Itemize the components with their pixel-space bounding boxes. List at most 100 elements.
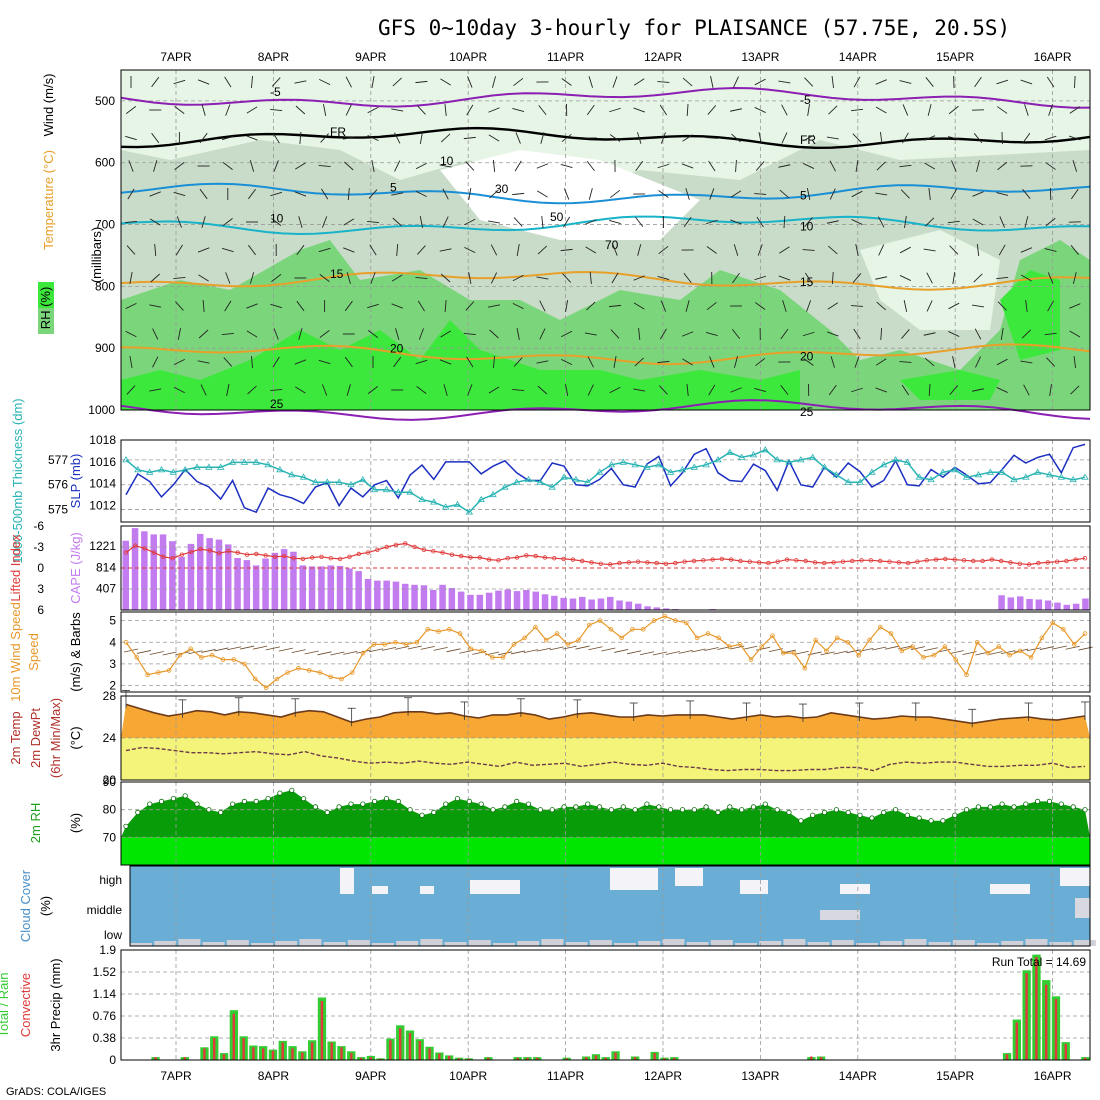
wind-barb [346, 272, 351, 284]
wind-barb [928, 383, 931, 397]
cape-bar [551, 595, 558, 610]
wind-barb [295, 162, 306, 170]
wind-barb [126, 245, 136, 255]
wind-barb [125, 106, 137, 114]
wind-barb [490, 272, 498, 284]
wind-barb [754, 107, 766, 113]
wind-barb [659, 104, 668, 116]
rh2m-point [904, 812, 911, 818]
wind-barb [875, 276, 888, 280]
wind-barb [294, 80, 307, 84]
thickness-point [726, 448, 734, 455]
wind-barb [539, 300, 546, 312]
wind-barb [415, 359, 428, 365]
rh2m-point [478, 801, 484, 807]
wind-speed-point [339, 676, 344, 682]
wind-barb [320, 133, 329, 143]
cloud-gap [1075, 898, 1090, 918]
precip-convective-bar [673, 1057, 676, 1060]
wind-barb [652, 651, 667, 656]
wind-barb [565, 384, 569, 396]
wind-speed-point [457, 631, 463, 636]
wind-barb [952, 272, 956, 284]
wind-barb [1072, 272, 1077, 284]
cape-bar [327, 565, 334, 610]
wind-barb [225, 272, 231, 284]
wind-barb [467, 76, 473, 88]
low-cloud-gap [251, 943, 273, 946]
lifted-index-point [123, 550, 129, 555]
lifted-index-point [486, 557, 492, 562]
wind-barb [804, 217, 813, 227]
wind-barb [754, 275, 767, 281]
wind-barb [1024, 216, 1029, 228]
wind-barb [317, 651, 332, 656]
wind-barb [343, 651, 358, 655]
wind-barb [853, 76, 861, 88]
wind-barb [976, 160, 980, 172]
wind-barb [996, 387, 1008, 393]
wind-speed-point [630, 626, 635, 632]
wind-barb [322, 216, 328, 228]
wind-barb [1022, 189, 1031, 199]
wind-barb [1047, 272, 1054, 284]
precip-convective-bar [653, 1053, 656, 1060]
wind-barb [201, 216, 206, 228]
cloud-gap [610, 868, 658, 890]
isotherm-line [120, 270, 1091, 291]
wind-speed-point [414, 639, 420, 645]
wind-barb [173, 386, 185, 394]
wind-barb [343, 247, 355, 253]
wind-speed-point [1028, 655, 1034, 660]
wind-barb [899, 164, 912, 168]
y-tick-label: 1.14 [93, 987, 117, 1001]
cape-bar [336, 565, 344, 610]
rh2m-point [135, 809, 141, 816]
panel-frame [120, 695, 1091, 781]
low-cloud-gap [517, 941, 540, 946]
pressure-axis-label: (millibars) [89, 227, 104, 283]
wind-speed-point [845, 639, 851, 645]
wind-speed-point [242, 661, 247, 667]
thickness-point [477, 495, 485, 503]
thickness-point [702, 461, 710, 468]
wind-speed-point [425, 626, 431, 632]
lifted-index-point [226, 549, 231, 554]
lifted-index-point [1054, 559, 1060, 564]
cape-bar [560, 597, 567, 610]
lifted-index-point [291, 556, 296, 561]
cape-bar [243, 560, 251, 610]
wind-barb [708, 160, 716, 172]
wind-barb [682, 134, 693, 142]
wind-barb [708, 384, 716, 396]
wind-barb [973, 273, 983, 283]
wind-barb [947, 220, 960, 224]
wind-speed-point [856, 652, 861, 658]
wind-barb [972, 304, 984, 308]
wind-speed-point [231, 657, 237, 662]
low-cloud-gap [831, 940, 854, 946]
lifted-index-point [784, 557, 790, 562]
cape-bar [625, 601, 633, 610]
wind-barb [318, 247, 331, 253]
wind-barb [366, 221, 380, 223]
rh2m-point [869, 815, 875, 821]
cape-bar [402, 583, 409, 611]
wind-speed-point [436, 629, 441, 634]
wind-barb [444, 103, 447, 117]
precip-convective-bar [271, 1050, 275, 1060]
wind-barb [758, 132, 762, 144]
wind-barb [754, 193, 767, 195]
wind-barb [1074, 75, 1076, 89]
wind-barb [996, 358, 1008, 366]
low-cloud-gap [1001, 941, 1024, 946]
thickness-point [986, 468, 994, 475]
rh2m-point [395, 798, 401, 805]
wind-barb [691, 648, 706, 653]
wind-speed-point [683, 620, 689, 626]
rh2m-point [514, 798, 520, 805]
panel-frame [120, 69, 1091, 411]
wind-speed-point [791, 650, 797, 656]
cape-bar [1044, 600, 1052, 610]
cloud-gap [470, 880, 520, 894]
